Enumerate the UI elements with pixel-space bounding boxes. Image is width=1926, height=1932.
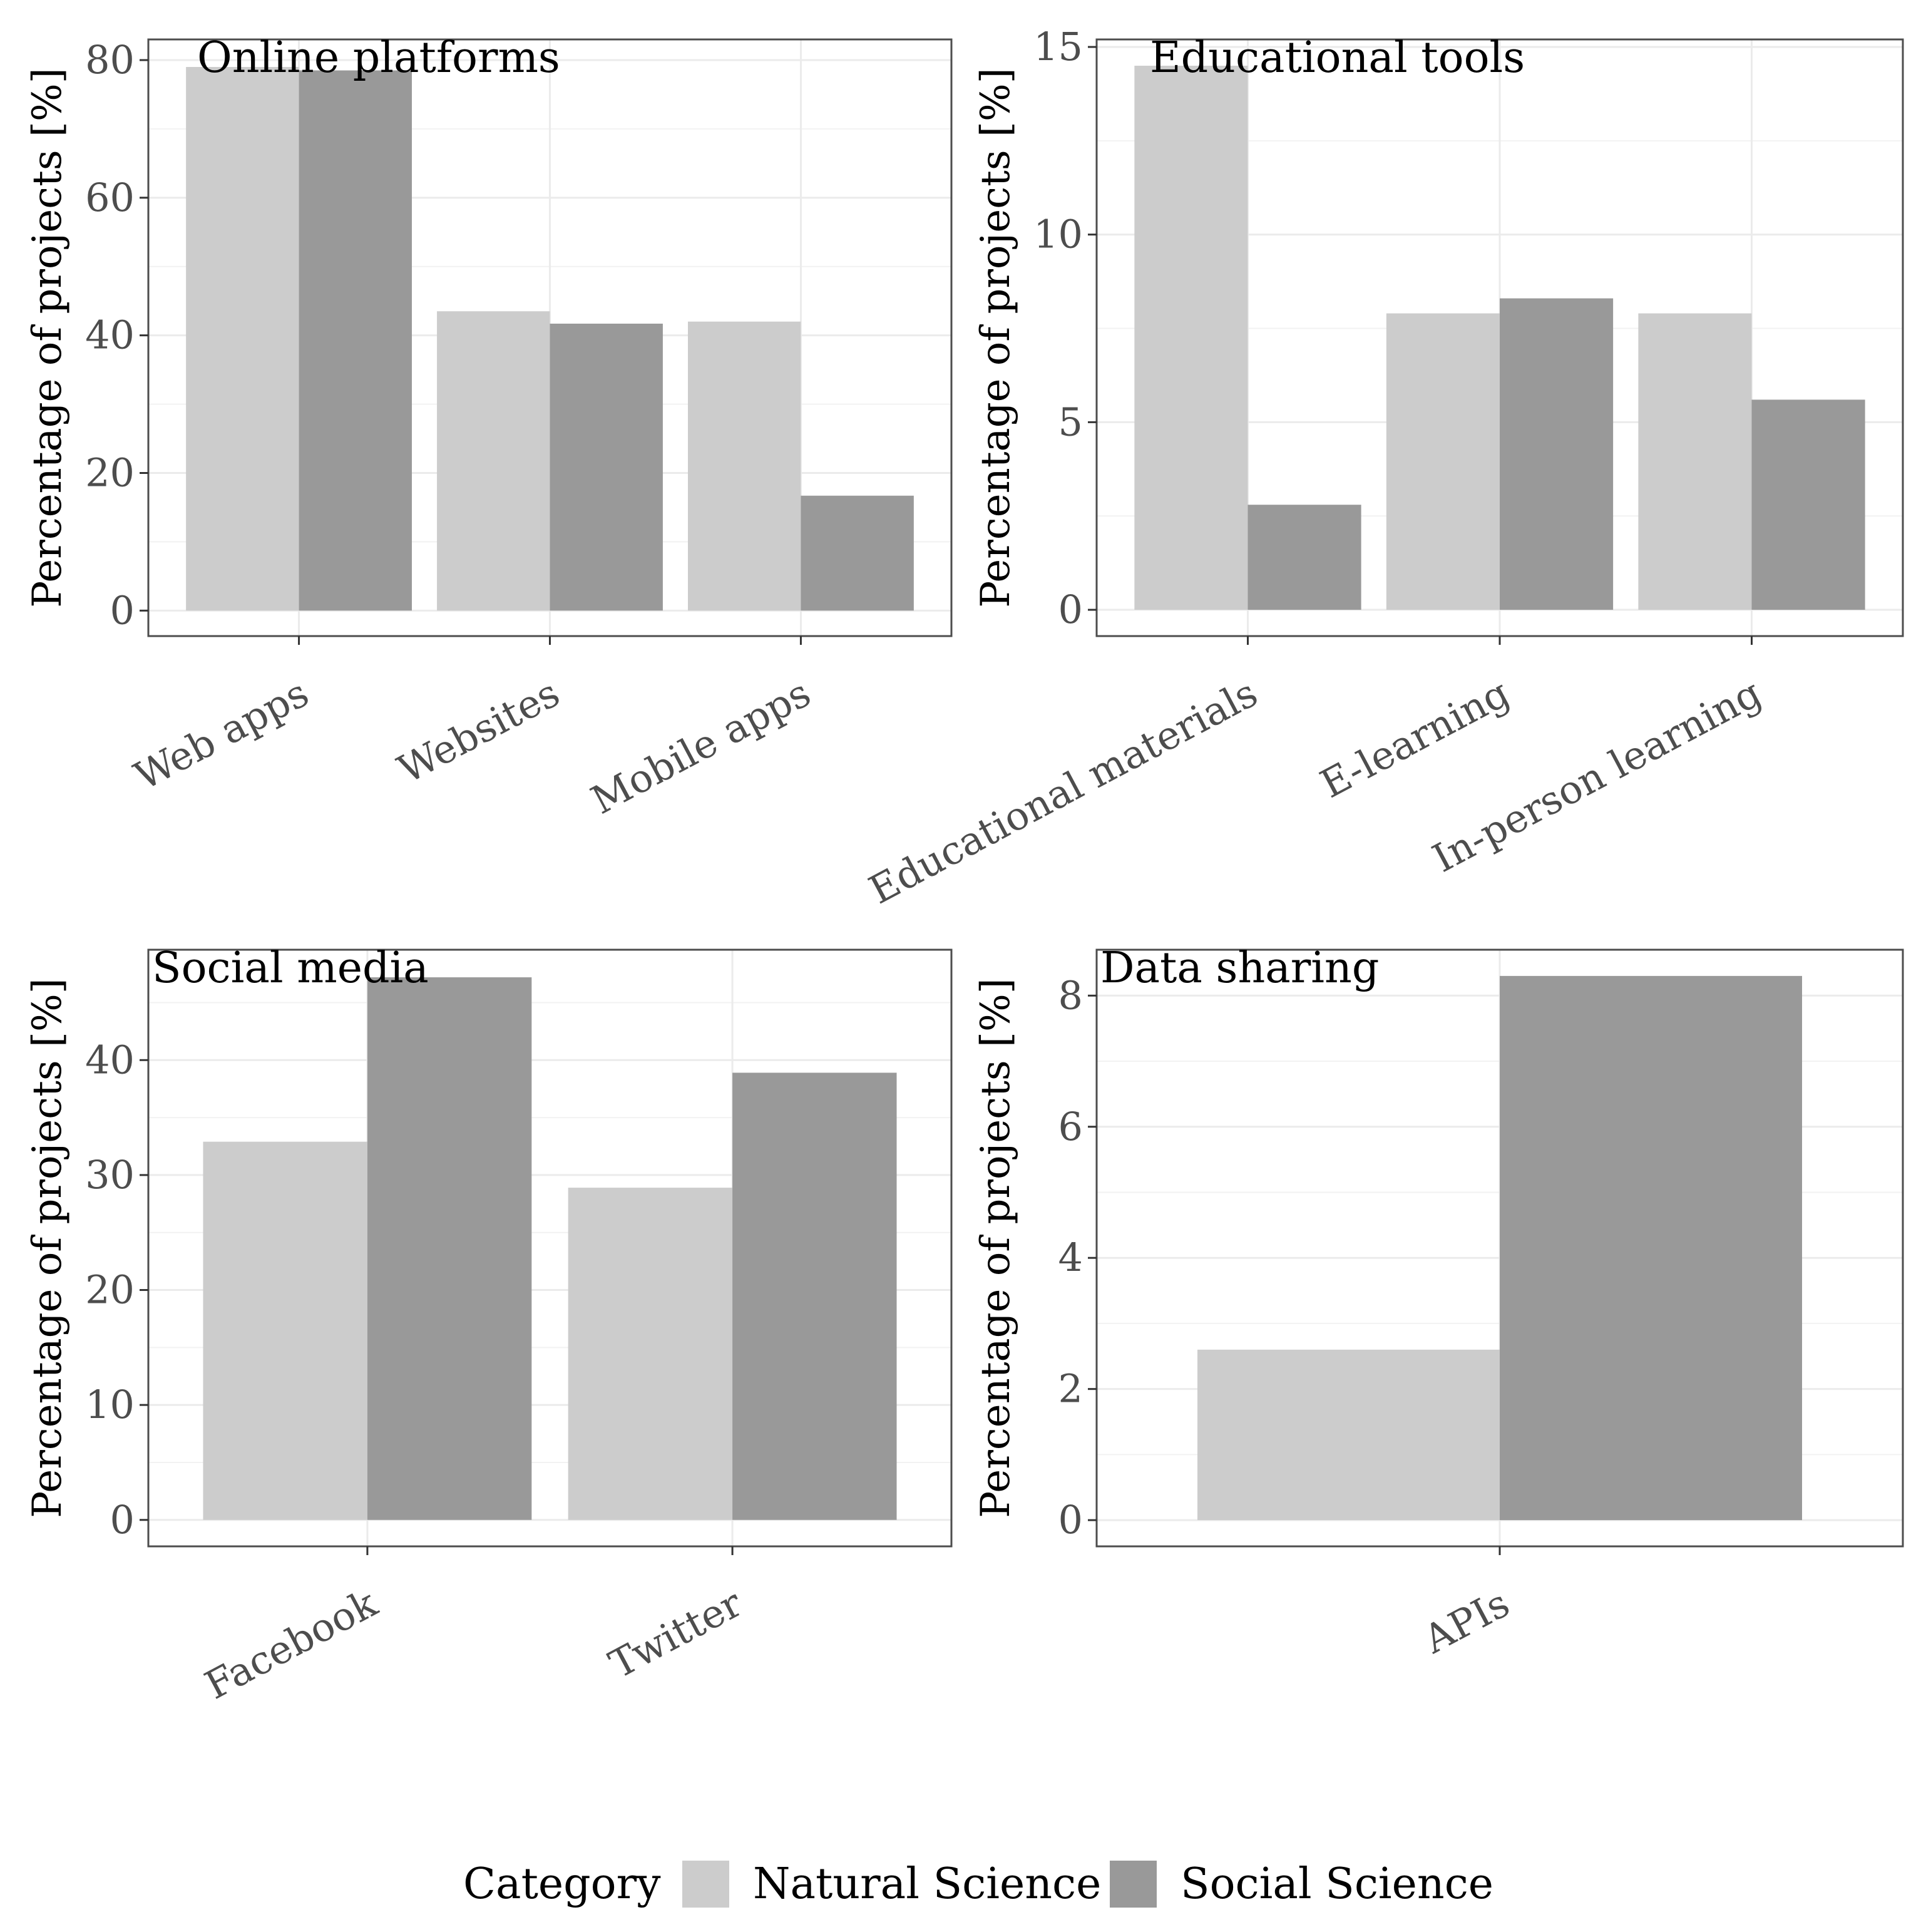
legend-swatch-social-science: [1110, 1861, 1157, 1908]
y-tick-label: 60: [85, 175, 135, 220]
y-axis-title: Percentage of projects [%]: [24, 978, 71, 1518]
y-tick-label: 10: [85, 1382, 135, 1427]
panel-title: Data sharing: [1100, 943, 1379, 993]
y-tick-label: 0: [110, 587, 135, 633]
y-tick-label: 8: [1058, 972, 1083, 1018]
bar-websites-natural-science: [437, 311, 550, 611]
y-tick-label: 80: [85, 37, 135, 83]
y-tick-label: 40: [85, 1037, 135, 1082]
y-axis-title: Percentage of projects [%]: [24, 68, 71, 608]
y-tick-label: 6: [1058, 1104, 1083, 1149]
legend-label-social-science: Social Science: [1181, 1859, 1493, 1909]
panel-border: [147, 948, 953, 1548]
y-axis-title: Percentage of projects [%]: [973, 68, 1019, 608]
y-tick-label: 40: [85, 312, 135, 358]
bar-in-person-learning-social-science: [1751, 399, 1865, 610]
bar-layer: [186, 66, 914, 611]
panel-title: Social media: [152, 943, 429, 993]
bar-apis-social-science: [1500, 975, 1802, 1521]
y-tick-label: 0: [1058, 1497, 1083, 1543]
bar-e-learning-natural-science: [1386, 313, 1500, 610]
bar-educational-materials-social-science: [1247, 505, 1361, 610]
y-tick-label: 15: [1033, 24, 1083, 69]
y-tick-label: 4: [1058, 1235, 1083, 1280]
bar-e-learning-social-science: [1500, 298, 1614, 610]
panel-title: Educational tools: [1150, 33, 1525, 83]
bar-mobile-apps-social-science: [801, 495, 914, 611]
y-tick-label: 20: [85, 1267, 135, 1313]
bar-twitter-natural-science: [568, 1188, 733, 1520]
y-tick-label: 30: [85, 1152, 135, 1198]
bar-twitter-social-science: [732, 1072, 897, 1520]
y-tick-label: 2: [1058, 1366, 1083, 1412]
y-tick-label: 0: [110, 1497, 135, 1543]
y-tick-label: 10: [1033, 212, 1083, 257]
bar-layer: [203, 977, 897, 1520]
y-axis-title: Percentage of projects [%]: [973, 978, 1019, 1518]
bar-web-apps-natural-science: [186, 66, 299, 611]
y-tick-label: 20: [85, 450, 135, 495]
bar-web-apps-social-science: [299, 70, 412, 611]
legend-label-natural-science: Natural Science: [753, 1859, 1101, 1909]
bar-layer: [1134, 65, 1865, 610]
bar-facebook-social-science: [367, 977, 532, 1520]
bar-educational-materials-natural-science: [1134, 65, 1248, 610]
bar-apis-natural-science: [1197, 1349, 1500, 1521]
y-tick-label: 5: [1058, 399, 1083, 444]
bar-websites-social-science: [550, 323, 663, 611]
bar-in-person-learning-natural-science: [1638, 313, 1752, 610]
bar-mobile-apps-natural-science: [688, 321, 801, 611]
bar-facebook-natural-science: [203, 1141, 367, 1520]
panel-title: Online platforms: [197, 33, 560, 83]
y-tick-label: 0: [1058, 587, 1083, 632]
bar-layer: [1197, 975, 1802, 1521]
legend-title: Category: [463, 1859, 661, 1909]
legend: Category Natural Science Social Science: [463, 1859, 1493, 1909]
legend-swatch-natural-science: [682, 1861, 729, 1908]
